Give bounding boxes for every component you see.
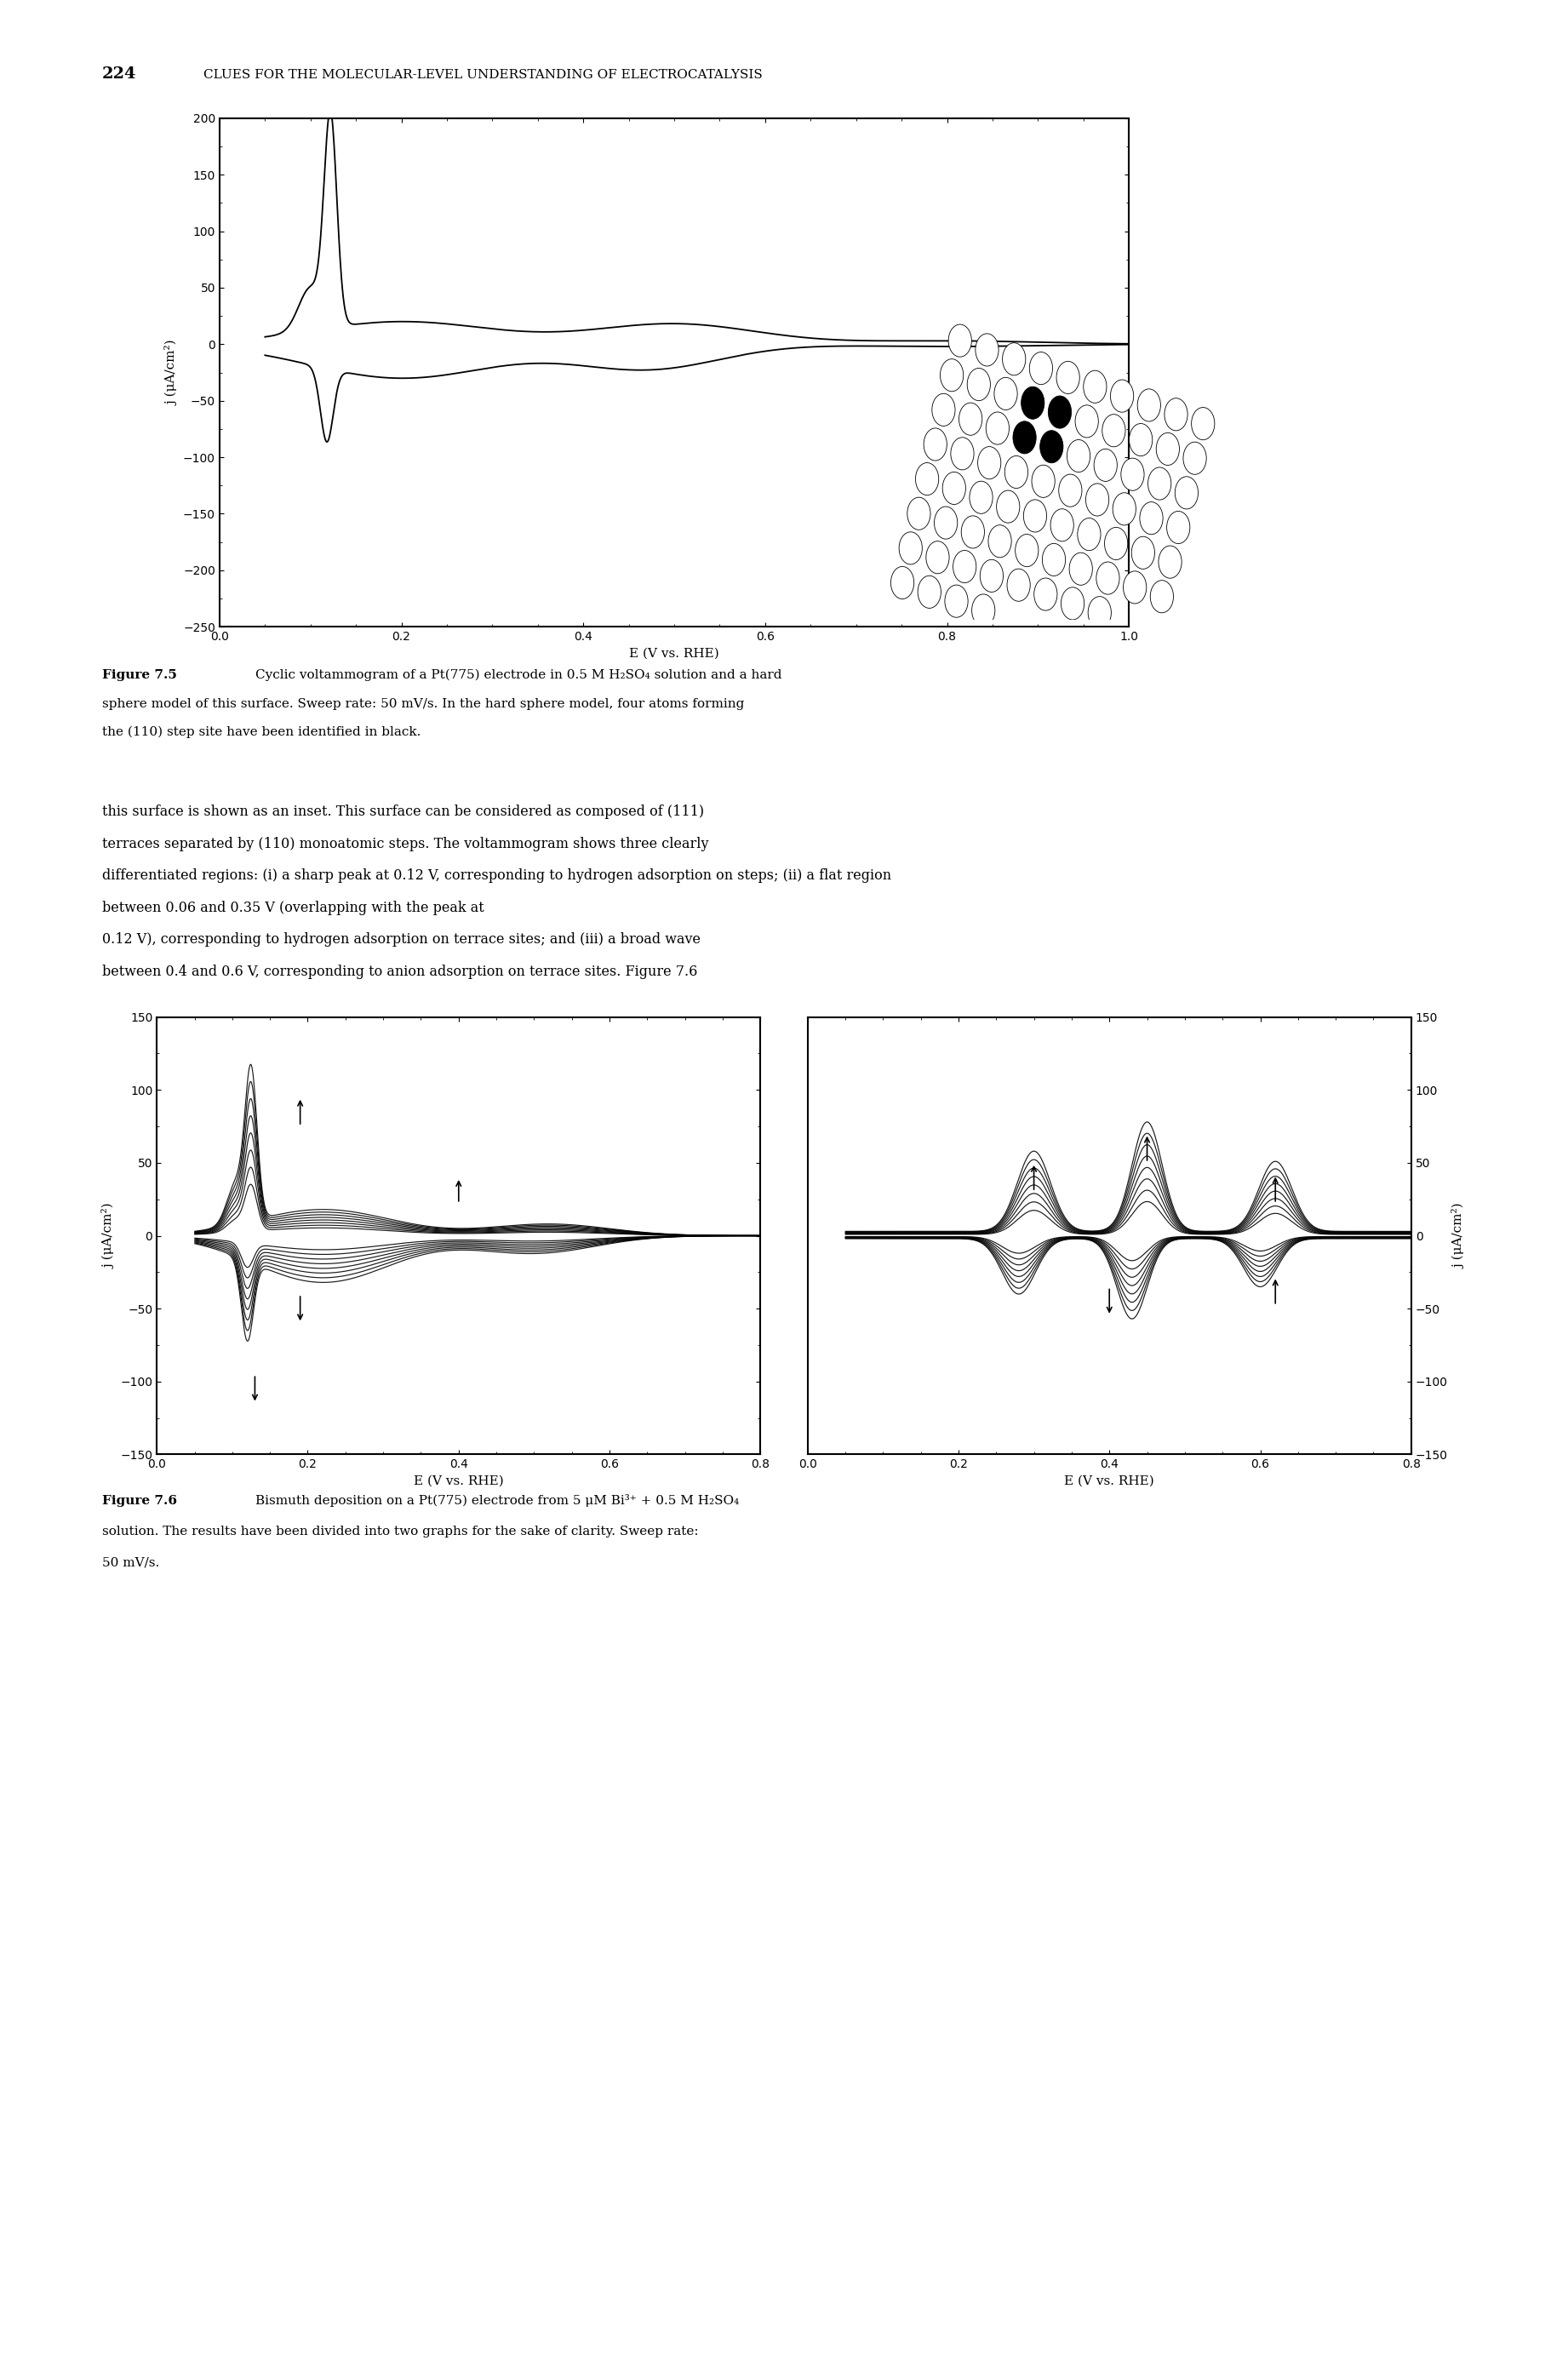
Circle shape [1121,459,1145,490]
Circle shape [988,525,1011,558]
Circle shape [1005,456,1029,487]
Text: between 0.4 and 0.6 V, corresponding to anion adsorption on terrace sites. Figur: between 0.4 and 0.6 V, corresponding to … [102,965,698,979]
Circle shape [1013,421,1036,454]
Circle shape [1088,596,1112,629]
X-axis label: E (V vs. RHE): E (V vs. RHE) [629,648,720,660]
Text: the (110) step site have been identified in black.: the (110) step site have been identified… [102,726,420,738]
Circle shape [1123,570,1146,603]
Y-axis label: j (μA/cm²): j (μA/cm²) [1452,1204,1465,1268]
Circle shape [946,584,967,617]
Text: CLUES FOR THE MOLECULAR-LEVEL UNDERSTANDING OF ELECTROCATALYSIS: CLUES FOR THE MOLECULAR-LEVEL UNDERSTAND… [204,69,764,80]
Circle shape [1014,534,1038,568]
Circle shape [1184,442,1206,475]
Text: sphere model of this surface. Sweep rate: 50 mV/s. In the hard sphere model, fou: sphere model of this surface. Sweep rate… [102,698,745,710]
Text: Cyclic voltammogram of a Pt(775) electrode in 0.5 M H₂SO₄ solution and a hard: Cyclic voltammogram of a Pt(775) electro… [256,669,782,681]
Circle shape [949,324,972,357]
Circle shape [950,438,974,471]
Circle shape [1024,499,1047,532]
Circle shape [1040,430,1063,464]
Circle shape [1096,563,1120,594]
Circle shape [1002,343,1025,376]
Y-axis label: j (μA/cm²): j (μA/cm²) [166,341,179,404]
Y-axis label: j (μA/cm²): j (μA/cm²) [103,1204,116,1268]
Circle shape [1167,511,1190,544]
Text: Figure 7.5: Figure 7.5 [102,669,177,681]
Circle shape [997,490,1019,523]
Circle shape [1102,414,1126,447]
Circle shape [942,473,966,504]
Text: terraces separated by (110) monoatomic steps. The voltammogram shows three clear: terraces separated by (110) monoatomic s… [102,837,709,851]
Circle shape [1083,371,1107,402]
Circle shape [978,447,1000,480]
Text: 224: 224 [102,66,136,80]
Circle shape [1148,468,1171,499]
Circle shape [1174,478,1198,508]
Circle shape [891,568,914,598]
Circle shape [1192,407,1215,440]
Circle shape [1057,362,1080,393]
Circle shape [1066,440,1090,473]
Circle shape [967,369,991,400]
Text: Bismuth deposition on a Pt(775) electrode from 5 μM Bi³⁺ + 0.5 M H₂SO₄: Bismuth deposition on a Pt(775) electrod… [256,1495,739,1507]
Circle shape [935,506,958,539]
Circle shape [986,412,1010,445]
Circle shape [1113,492,1135,525]
X-axis label: E (V vs. RHE): E (V vs. RHE) [1065,1476,1154,1488]
Circle shape [1032,466,1055,497]
Circle shape [1094,449,1116,482]
Circle shape [1165,397,1187,430]
Circle shape [972,594,996,627]
Circle shape [969,480,993,513]
Circle shape [1110,381,1134,412]
Text: 50 mV/s.: 50 mV/s. [102,1556,160,1568]
Circle shape [931,393,955,426]
Circle shape [1104,527,1127,561]
Circle shape [1021,385,1044,419]
Circle shape [917,575,941,608]
Circle shape [927,542,949,575]
Circle shape [994,378,1018,409]
Text: Figure 7.6: Figure 7.6 [102,1495,177,1507]
Circle shape [1129,423,1152,456]
Circle shape [1156,433,1179,466]
Circle shape [1051,508,1074,542]
Circle shape [1085,482,1109,516]
Circle shape [1159,546,1182,577]
Circle shape [898,532,922,565]
Circle shape [1069,553,1093,584]
X-axis label: E (V vs. RHE): E (V vs. RHE) [414,1476,503,1488]
Circle shape [1062,587,1083,620]
Circle shape [1077,518,1101,551]
Circle shape [960,402,982,435]
Circle shape [1140,501,1163,534]
Circle shape [924,428,947,461]
Text: between 0.06 and 0.35 V (overlapping with the peak at: between 0.06 and 0.35 V (overlapping wit… [102,901,485,915]
Circle shape [1076,404,1098,438]
Circle shape [953,551,977,582]
Text: differentiated regions: (i) a sharp peak at 0.12 V, corresponding to hydrogen ad: differentiated regions: (i) a sharp peak… [102,868,891,882]
Text: 0.12 V), corresponding to hydrogen adsorption on terrace sites; and (iii) a broa: 0.12 V), corresponding to hydrogen adsor… [102,932,701,946]
Circle shape [1033,577,1057,610]
Circle shape [1043,544,1065,577]
Circle shape [1007,570,1030,601]
Circle shape [941,359,963,393]
Circle shape [1151,579,1173,613]
Circle shape [975,333,999,367]
Circle shape [1137,388,1160,421]
Text: this surface is shown as an inset. This surface can be considered as composed of: this surface is shown as an inset. This … [102,804,704,818]
Circle shape [908,497,930,530]
Circle shape [1132,537,1154,570]
Circle shape [916,464,939,494]
Circle shape [961,516,985,549]
Text: solution. The results have been divided into two graphs for the sake of clarity.: solution. The results have been divided … [102,1525,698,1537]
Circle shape [1047,395,1071,428]
Circle shape [980,561,1004,591]
Circle shape [1030,352,1052,385]
Circle shape [1058,475,1082,506]
